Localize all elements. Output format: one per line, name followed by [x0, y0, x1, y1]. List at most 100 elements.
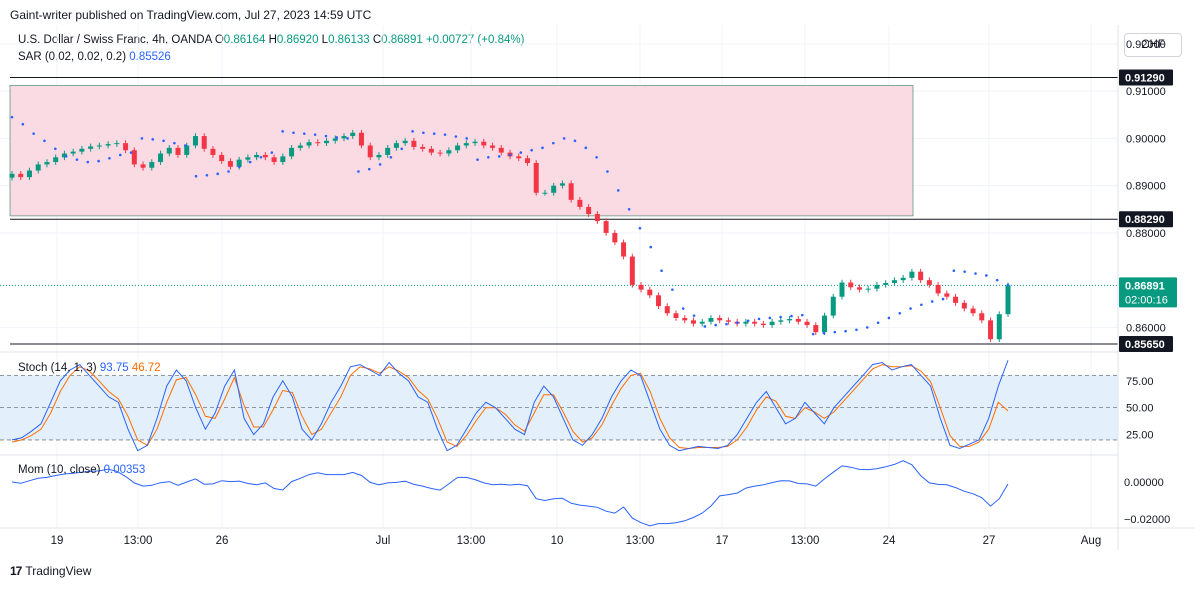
- price-tick-0: 0.92000: [1126, 39, 1166, 51]
- candle-body-3: [35, 164, 41, 171]
- level-tag-bg-2: [1119, 335, 1173, 352]
- sar-dot-11: [129, 151, 133, 154]
- candle-body-76: [673, 313, 679, 318]
- candle-body-33: [297, 145, 303, 148]
- stoch-k-value: 93.75: [99, 362, 129, 374]
- sar-dot-85: [930, 300, 934, 303]
- candle-body-1: [18, 173, 24, 178]
- candle-body-89: [787, 318, 793, 321]
- candle-body-15: [140, 164, 146, 168]
- sar-dot-27: [303, 132, 306, 135]
- candle-body-29: [262, 154, 268, 158]
- candle-body-109: [961, 302, 967, 309]
- stoch-tick-1: 50.00: [1126, 403, 1154, 415]
- candle-body-75: [664, 306, 670, 314]
- price-tick-3: 0.89000: [1126, 181, 1166, 193]
- sar-dot-25: [281, 130, 284, 133]
- candle-body-58: [516, 156, 522, 159]
- sar-dot-74: [811, 332, 815, 336]
- candle-body-98: [865, 288, 871, 290]
- candle-body-70: [621, 242, 627, 257]
- brand-name: TradingView: [25, 564, 92, 578]
- candle-body-44: [393, 143, 399, 148]
- currency-button[interactable]: CHF: [1124, 33, 1182, 57]
- candle-body-66: [586, 206, 592, 215]
- mom-tick-1: −0.02000: [1124, 514, 1170, 526]
- candle-body-96: [848, 282, 854, 288]
- x-tick-1: 13:00: [124, 535, 153, 547]
- tradingview-logo-icon: 17: [10, 564, 22, 578]
- candle-body-112: [988, 320, 994, 340]
- candle-body-24: [219, 154, 225, 162]
- candle-body-105: [926, 280, 932, 285]
- sar-dot-83: [909, 307, 912, 310]
- candle-body-104: [918, 271, 924, 281]
- price-axis: 0.92000 0.91000 0.90000 0.89000 0.88000 0.860…: [1126, 39, 1166, 335]
- sar-dot-35: [389, 156, 393, 159]
- sar-dot-88: [963, 270, 966, 273]
- sar-dot-78: [855, 328, 858, 332]
- candle-body-52: [463, 143, 469, 146]
- sar-dot-37: [411, 130, 414, 133]
- sar-dot-62: [681, 307, 685, 310]
- candle-body-68: [603, 221, 609, 233]
- candle-body-99: [874, 284, 880, 289]
- sar-dot-29: [324, 134, 328, 138]
- sar-dot-12: [140, 137, 144, 140]
- candle-body-90: [795, 318, 801, 322]
- sar-dot-34: [378, 163, 382, 166]
- candle-body-111: [979, 313, 985, 321]
- price-tick-2: 0.90000: [1126, 133, 1166, 145]
- sar-dot-30: [335, 136, 339, 139]
- x-tick-6: 13:00: [626, 535, 655, 547]
- candle-body-43: [385, 147, 391, 155]
- candle-body-7: [70, 151, 76, 154]
- candle-body-65: [577, 199, 583, 207]
- candle-body-114: [1005, 285, 1011, 315]
- candle-body-102: [900, 277, 906, 281]
- candle-body-17: [158, 153, 164, 163]
- sar-dot-3: [43, 139, 46, 143]
- candle-body-4: [44, 162, 50, 165]
- candle-body-35: [315, 142, 321, 144]
- candle-body-100: [883, 283, 889, 285]
- low-value: 0.86133: [328, 34, 370, 46]
- current-price-tag-bg: [1119, 277, 1177, 308]
- candle-body-106: [935, 284, 941, 294]
- candle-body-73: [647, 289, 653, 296]
- supply-zone: [9, 85, 914, 217]
- footer[interactable]: 17 TradingView: [10, 564, 91, 578]
- open-value: 0.86164: [223, 34, 266, 46]
- candle-body-8: [79, 148, 85, 152]
- candle-body-5: [53, 157, 59, 163]
- candle-body-67: [594, 214, 600, 222]
- candle-body-9: [88, 146, 94, 149]
- sar-dot-61: [671, 288, 674, 291]
- candle-body-81: [717, 317, 723, 321]
- sar-dot-17: [194, 174, 198, 178]
- candle-body-23: [210, 148, 216, 155]
- sar-dot-48: [530, 148, 533, 152]
- sar-dot-47: [519, 151, 523, 154]
- candle-body-26: [236, 159, 242, 167]
- candle-body-69: [612, 232, 618, 243]
- symbol-name: U.S. Dollar / Swiss Franc, 4h, OANDA: [18, 34, 212, 46]
- candle-body-31: [280, 156, 286, 163]
- candle-body-50: [446, 150, 452, 154]
- level-tag-2: 0.85650: [1125, 339, 1165, 351]
- candle-body-0: [9, 173, 15, 178]
- candle-body-56: [498, 147, 504, 153]
- level-tag-bg-1: [1119, 211, 1173, 228]
- candle-body-19: [175, 147, 181, 155]
- x-tick-2: 26: [216, 535, 229, 547]
- sar-dot-9: [108, 156, 111, 160]
- sar-dots: [10, 115, 1010, 336]
- candle-body-6: [61, 153, 67, 158]
- sar-dot-72: [790, 314, 793, 318]
- sar-dot-73: [801, 313, 804, 317]
- sar-dot-89: [974, 272, 977, 275]
- sar-dot-54: [595, 156, 598, 159]
- candles: [9, 129, 1011, 343]
- candle-body-74: [656, 295, 662, 307]
